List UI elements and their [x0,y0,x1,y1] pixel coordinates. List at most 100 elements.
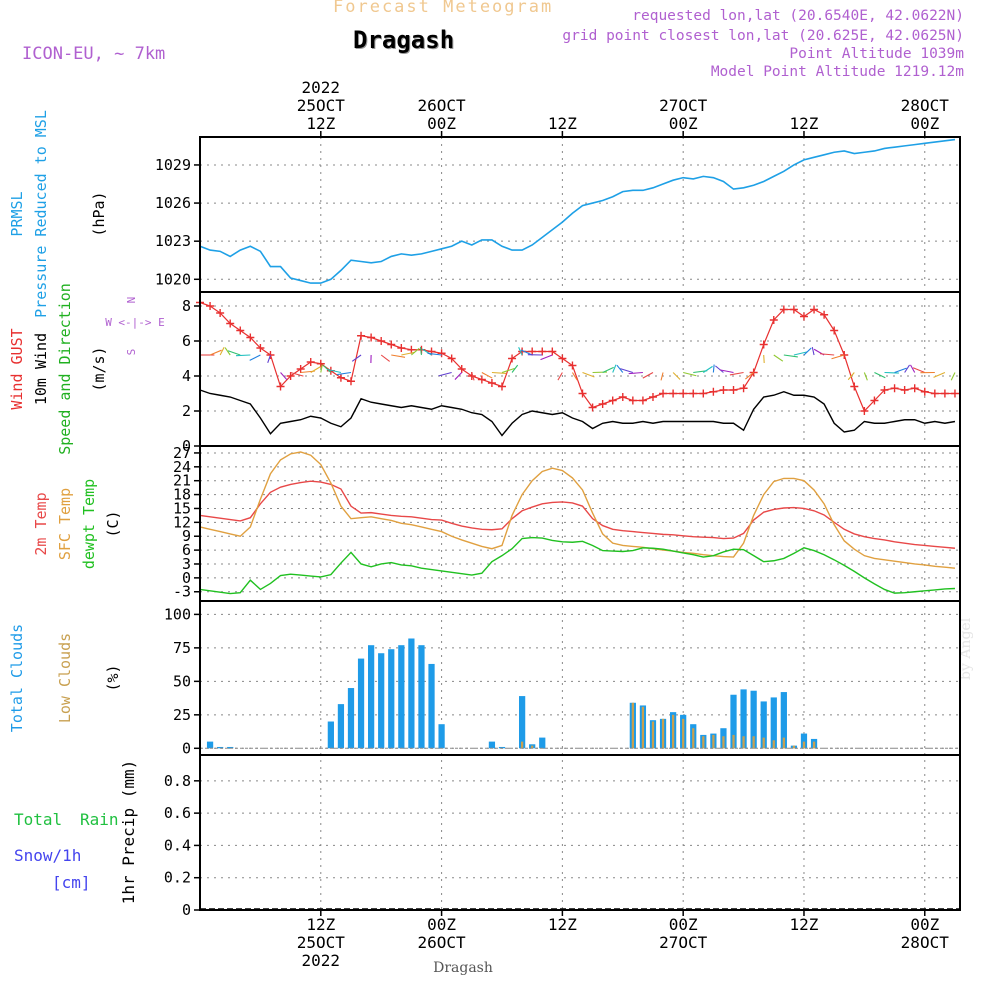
bottom-time-label: 12Z [306,915,335,934]
total-cloud-bar [408,638,415,749]
pressure-unit: (hPa) [90,191,108,236]
total-cloud-bar [368,645,375,749]
wind-direction-arrow [773,354,784,362]
wind-direction-arrow [729,371,744,376]
y-tick-label: 27 [173,444,191,462]
wind-direction-arrow [602,366,614,373]
wind-direction-arrow [811,346,815,356]
snow-unit-label: [cm] [52,873,91,892]
low-cloud-bar [812,741,816,749]
wind-axis-title: 10m Wind [32,333,50,405]
y-tick-label: 0 [182,569,191,587]
wind-direction-arrow [831,354,845,360]
y-tick-label: 6 [182,332,191,350]
panel-frame [199,600,961,756]
gust-marker [588,403,597,412]
low-cloud-axis-title: Low Clouds [56,633,74,723]
wind-gust-line [199,301,955,413]
y-tick-label: 6 [182,541,191,559]
wind-direction-arrow [320,364,323,373]
gust-marker [457,365,466,373]
compass-north: N [125,297,138,304]
wind-direction-arrow [904,364,911,373]
gust-marker [558,354,567,363]
requested-coords: requested lon,lat (20.6540E, 42.0622N) [632,8,964,24]
gust-marker [437,349,446,358]
top-time-label: 27OCT [659,96,708,115]
cloud-unit: (%) [104,664,122,691]
low-cloud-bar [692,728,695,749]
total-cloud-bar [498,746,506,749]
total-cloud-bar [418,645,425,749]
wind-direction-arrow [884,371,899,374]
total-cloud-bar [227,746,234,749]
total-cloud-bar [428,663,435,749]
top-time-label: 12Z [306,114,335,133]
low-cloud-bar [520,741,524,749]
wind-direction-arrow [719,369,734,374]
pressure-axis-title: PRMSL [8,191,26,236]
top-time-label: 25OCT [297,96,346,115]
total-rain-label: Total [14,810,62,829]
y-tick-label: 100 [164,605,191,623]
low-cloud-bar [772,740,775,749]
wind-direction-arrow [454,372,463,380]
total-cloud-bar [357,658,365,749]
y-tick-label: -3 [173,583,191,601]
model-altitude: Model Point Altitude 1219.12m [710,64,964,80]
gust-marker [719,386,728,394]
wind-direction-arrow [224,347,231,356]
gust-marker [618,393,627,401]
gust-marker [296,365,305,373]
wind-direction-arrow [910,364,916,373]
compass-south: S [125,349,138,356]
wind-direction-arrow [672,372,681,380]
y-tick-label: 50 [173,672,191,690]
pressure-line [199,138,956,284]
wind-direction-arrow [620,368,634,374]
gust-marker [447,354,456,363]
gust-marker [548,347,557,356]
wind-direction-arrow [793,351,808,356]
wind-direction-arrow [235,354,251,357]
wind-direction-arrow [380,354,390,362]
gust-marker [659,389,668,398]
wind-direction-arrow [571,372,578,381]
top-time-label: 00Z [669,114,698,133]
low-cloud-bar [802,741,806,749]
wind-direction-arrow [419,346,423,356]
gust-marker [538,347,547,356]
low-cloud-bar [631,702,634,749]
top-time-label: 26OCT [418,96,467,115]
temp-axis-title: 2m Temp [32,492,50,555]
gust-marker [578,389,587,398]
wind-direction-arrow [481,372,493,379]
wind-direction-arrow [863,372,868,381]
gust-marker [850,382,859,391]
low-cloud-bar [742,736,745,749]
wind-direction-arrow [219,347,225,356]
y-tick-label: 21 [173,472,191,490]
wind-direction-arrow [411,347,420,356]
gust-marker [638,396,647,405]
bottom-time-label: 28OCT [901,933,950,952]
y-tick-label: 0 [182,739,191,757]
grid-point-coords: grid point closest lon,lat (20.625E, 42.… [562,28,964,44]
total-cloud-bar [347,688,355,749]
bottom-time-label: 00Z [910,915,939,934]
wind-direction-arrow [703,365,713,373]
wind-direction-arrow [950,372,956,381]
wind-direction-arrow [616,364,624,373]
total-cloud-bar [760,701,767,749]
gust-marker [820,310,829,319]
gust-marker [236,326,245,335]
wind-direction-arrow [290,371,304,377]
gust-marker [508,354,517,363]
gust-marker [880,386,889,394]
y-tick-label: 0.6 [164,804,191,822]
gust-marker [346,377,355,386]
gust-marker [669,389,678,398]
gust-marker [276,382,285,391]
precip-axis-title: 1hr Precip (mm) [119,760,138,905]
total-cloud-bar [800,733,808,749]
